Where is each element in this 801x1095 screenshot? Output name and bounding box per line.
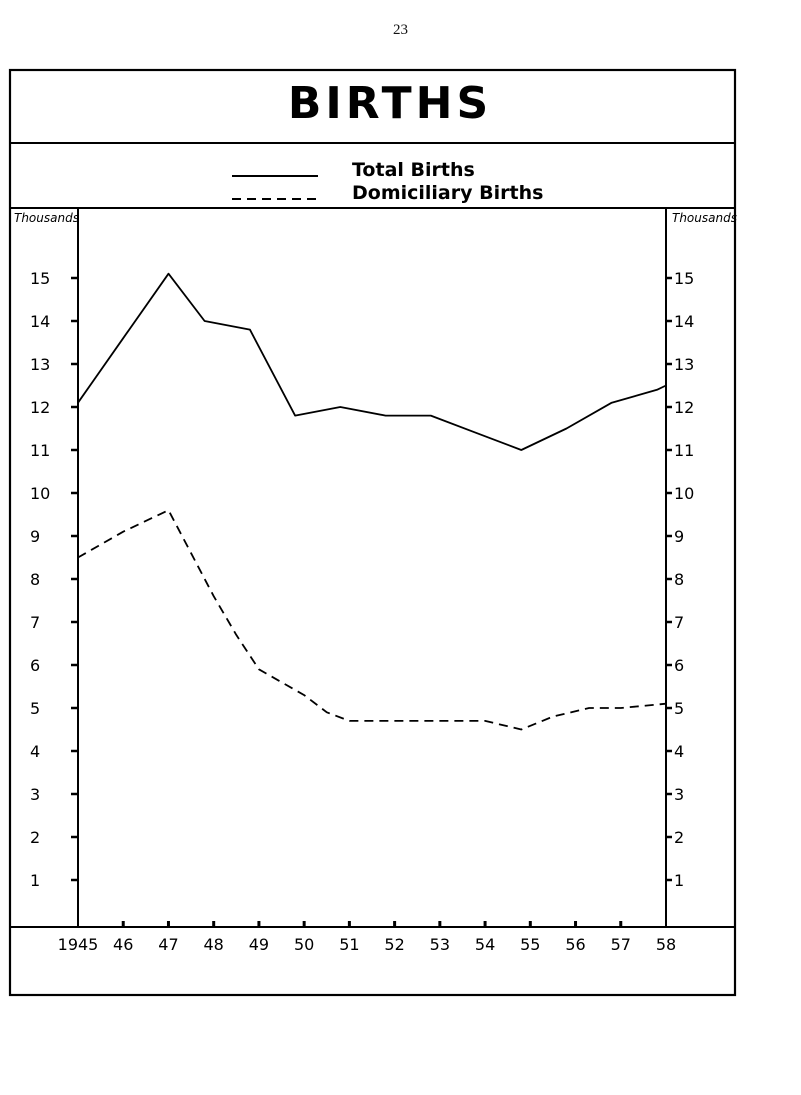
- y-axis-title-left: Thousands: [14, 211, 79, 225]
- y-tick-label-left: 3: [30, 785, 40, 804]
- legend-total-label: Total Births: [352, 159, 475, 181]
- x-ticks: 1945 46 47 48 49 50 51 52 53 54 55 56 57 58: [58, 921, 676, 954]
- y-tick-label-left: 11: [30, 441, 50, 460]
- y-tick-label-left: 12: [30, 398, 50, 417]
- y-tick-label-right: 4: [674, 742, 684, 761]
- y-tick-label-left: 4: [30, 742, 40, 761]
- y-tick-label-right: 7: [674, 613, 684, 632]
- y-tick-label-left: 5: [30, 699, 40, 718]
- y-tick-label-right: 5: [674, 699, 684, 718]
- legend: Total Births Domiciliary Births: [232, 159, 543, 204]
- y-tick-label-left: 1: [30, 871, 40, 890]
- y-tick-label-right: 3: [674, 785, 684, 804]
- x-tick-label: 1945: [58, 935, 99, 954]
- y-tick-label-right: 9: [674, 527, 684, 546]
- x-tick-label: 54: [475, 935, 495, 954]
- outer-frame: [8, 68, 737, 997]
- y-tick-label-left: 9: [30, 527, 40, 546]
- x-tick-label: 51: [339, 935, 359, 954]
- x-tick-label: 53: [430, 935, 450, 954]
- y-axis-title-right: Thousands: [672, 211, 737, 225]
- y-tick-label-right: 8: [674, 570, 684, 589]
- y-tick-label-right: 11: [674, 441, 694, 460]
- y-tick-label-right: 10: [674, 484, 694, 503]
- x-tick-label: 56: [565, 935, 585, 954]
- x-tick-label: 52: [384, 935, 404, 954]
- x-tick-label: 46: [113, 935, 133, 954]
- y-tick-label-left: 13: [30, 355, 50, 374]
- y-tick-label-right: 15: [674, 269, 694, 288]
- y-tick-label-right: 14: [674, 312, 694, 331]
- x-tick-label: 47: [158, 935, 178, 954]
- y-tick-label-left: 14: [30, 312, 50, 331]
- y-tick-label-right: 12: [674, 398, 694, 417]
- y-tick-label-right: 13: [674, 355, 694, 374]
- total-births-line: [77, 272, 667, 451]
- y-tick-label-left: 8: [30, 570, 40, 589]
- page-number: 23: [393, 22, 408, 38]
- x-tick-label: 58: [656, 935, 676, 954]
- y-tick-label-right: 1: [674, 871, 684, 890]
- y-tick-label-left: 7: [30, 613, 40, 632]
- legend-domiciliary-label: Domiciliary Births: [352, 182, 543, 204]
- series-layer: [77, 272, 667, 731]
- x-tick-label: 48: [204, 935, 224, 954]
- x-tick-label: 55: [520, 935, 540, 954]
- chart-title: BIRTHS: [288, 78, 492, 129]
- y-tick-label-right: 2: [674, 828, 684, 847]
- y-tick-label-left: 6: [30, 656, 40, 675]
- y-tick-label-right: 6: [674, 656, 684, 675]
- x-tick-label: 57: [611, 935, 631, 954]
- y-tick-label-left: 2: [30, 828, 40, 847]
- y-tick-label-left: 15: [30, 269, 50, 288]
- y-tick-label-left: 10: [30, 484, 50, 503]
- x-tick-label: 50: [294, 935, 314, 954]
- domiciliary-births-line: [77, 509, 667, 731]
- x-tick-label: 49: [249, 935, 269, 954]
